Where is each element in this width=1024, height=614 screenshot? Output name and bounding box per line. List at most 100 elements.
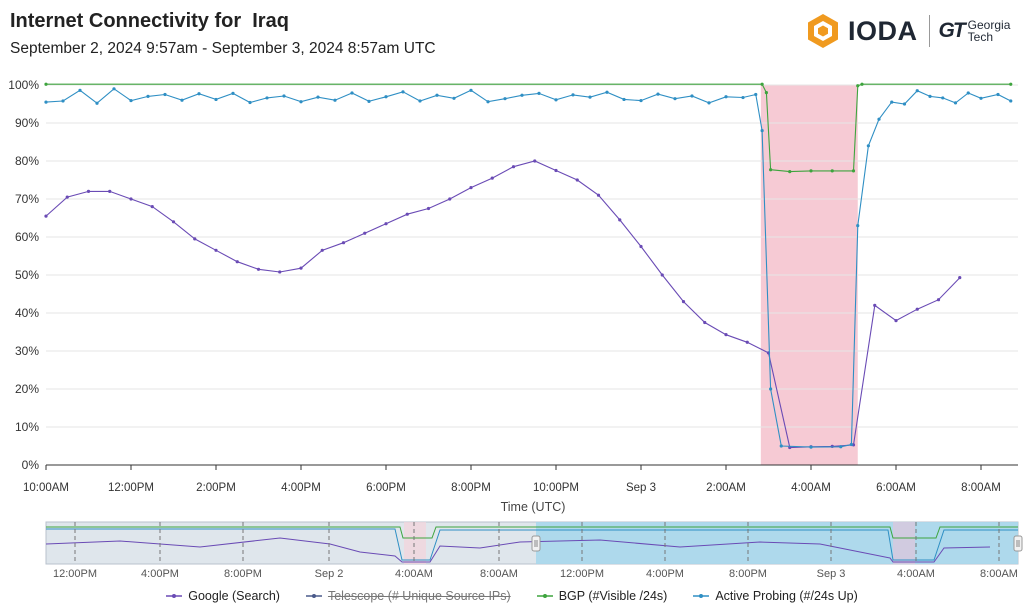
data-point-bgp-visible-24s[interactable] (788, 170, 792, 174)
data-point-google-search[interactable] (596, 193, 601, 197)
data-point-google-search[interactable] (384, 222, 388, 226)
data-point-active-probing-24s-up[interactable] (316, 95, 320, 99)
data-point-google-search[interactable] (44, 214, 48, 218)
data-point-active-probing-24s-up[interactable] (966, 91, 970, 95)
data-point-active-probing-24s-up[interactable] (486, 100, 490, 104)
data-point-google-search[interactable] (618, 218, 622, 222)
data-point-active-probing-24s-up[interactable] (902, 102, 907, 106)
data-point-active-probing-24s-up[interactable] (350, 91, 354, 95)
data-point-google-search[interactable] (660, 273, 664, 277)
data-point-active-probing-24s-up[interactable] (690, 94, 694, 98)
data-point-active-probing-24s-up[interactable] (129, 98, 133, 103)
data-point-active-probing-24s-up[interactable] (248, 100, 252, 105)
data-point-active-probing-24s-up[interactable] (915, 89, 919, 93)
legend-item[interactable]: BGP (#Visible /24s) (536, 589, 667, 603)
data-point-active-probing-24s-up[interactable] (163, 92, 167, 97)
ioda-logo[interactable]: IODA GT Georgia Tech (806, 13, 1010, 49)
data-point-active-probing-24s-up[interactable] (265, 96, 269, 100)
data-point-bgp-visible-24s[interactable] (856, 84, 860, 88)
data-point-bgp-visible-24s[interactable] (764, 91, 768, 95)
data-point-google-search[interactable] (639, 244, 643, 249)
data-point-active-probing-24s-up[interactable] (760, 129, 764, 133)
data-point-google-search[interactable] (235, 260, 239, 264)
data-point-active-probing-24s-up[interactable] (95, 101, 99, 105)
data-point-active-probing-24s-up[interactable] (503, 97, 507, 101)
data-point-google-search[interactable] (533, 159, 537, 163)
data-point-active-probing-24s-up[interactable] (890, 100, 894, 104)
data-point-active-probing-24s-up[interactable] (520, 93, 524, 97)
data-point-active-probing-24s-up[interactable] (839, 445, 843, 449)
data-point-active-probing-24s-up[interactable] (401, 90, 405, 94)
data-point-active-probing-24s-up[interactable] (333, 98, 337, 102)
data-point-active-probing-24s-up[interactable] (877, 117, 881, 121)
data-point-google-search[interactable] (490, 176, 494, 180)
data-point-google-search[interactable] (448, 197, 452, 201)
data-point-bgp-visible-24s[interactable] (760, 82, 764, 86)
data-point-active-probing-24s-up[interactable] (1009, 99, 1013, 103)
data-point-active-probing-24s-up[interactable] (754, 92, 758, 97)
data-point-google-search[interactable] (915, 307, 919, 311)
data-point-active-probing-24s-up[interactable] (953, 101, 958, 105)
data-point-active-probing-24s-up[interactable] (928, 94, 932, 98)
data-point-google-search[interactable] (469, 186, 473, 190)
data-point-active-probing-24s-up[interactable] (605, 90, 609, 94)
data-point-active-probing-24s-up[interactable] (418, 99, 422, 103)
data-point-google-search[interactable] (193, 237, 197, 241)
data-point-bgp-visible-24s[interactable] (830, 169, 834, 173)
connectivity-line-chart[interactable]: 0% 10% 20% 30% 40% 50% 60% 70% 80% 90% 100% 10:00A… (0, 0, 1024, 520)
data-point-active-probing-24s-up[interactable] (656, 92, 660, 96)
data-point-active-probing-24s-up[interactable] (996, 92, 1000, 97)
data-point-active-probing-24s-up[interactable] (180, 98, 184, 102)
data-point-active-probing-24s-up[interactable] (779, 444, 783, 448)
data-point-google-search[interactable] (724, 333, 728, 337)
data-point-google-search[interactable] (129, 197, 133, 201)
data-point-google-search[interactable] (320, 248, 324, 252)
series-line-active-probing-24s-up[interactable] (45, 88, 1012, 448)
data-point-google-search[interactable] (65, 195, 69, 199)
data-point-active-probing-24s-up[interactable] (639, 98, 643, 103)
data-point-google-search[interactable] (511, 165, 516, 169)
data-point-active-probing-24s-up[interactable] (941, 96, 945, 100)
data-point-google-search[interactable] (575, 178, 579, 182)
data-point-google-search[interactable] (681, 300, 686, 304)
data-point-google-search[interactable] (150, 205, 154, 209)
data-point-active-probing-24s-up[interactable] (78, 88, 82, 92)
data-point-active-probing-24s-up[interactable] (299, 100, 303, 104)
data-point-google-search[interactable] (278, 270, 282, 274)
data-point-active-probing-24s-up[interactable] (741, 95, 745, 100)
data-point-bgp-visible-24s[interactable] (44, 82, 48, 86)
data-point-google-search[interactable] (214, 248, 218, 252)
data-point-google-search[interactable] (745, 340, 749, 344)
data-point-google-search[interactable] (873, 303, 877, 307)
data-point-active-probing-24s-up[interactable] (707, 101, 711, 105)
data-point-active-probing-24s-up[interactable] (214, 97, 218, 102)
legend-item[interactable]: Active Probing (#/24s Up) (693, 589, 858, 603)
data-point-active-probing-24s-up[interactable] (452, 96, 456, 100)
data-point-google-search[interactable] (86, 189, 91, 193)
data-point-active-probing-24s-up[interactable] (367, 99, 371, 103)
data-point-active-probing-24s-up[interactable] (146, 94, 150, 98)
data-point-google-search[interactable] (703, 320, 707, 325)
data-point-google-search[interactable] (299, 266, 303, 270)
data-point-bgp-visible-24s[interactable] (851, 169, 856, 173)
data-point-google-search[interactable] (405, 212, 409, 216)
data-point-google-search[interactable] (894, 319, 898, 323)
data-point-active-probing-24s-up[interactable] (112, 87, 116, 91)
data-point-bgp-visible-24s[interactable] (1009, 82, 1013, 86)
data-point-active-probing-24s-up[interactable] (571, 93, 575, 97)
data-point-active-probing-24s-up[interactable] (44, 100, 48, 104)
data-point-active-probing-24s-up[interactable] (622, 97, 626, 102)
navigator-right-handle[interactable] (1013, 535, 1023, 552)
data-point-bgp-visible-24s[interactable] (769, 168, 773, 172)
data-point-active-probing-24s-up[interactable] (673, 97, 677, 101)
data-point-active-probing-24s-up[interactable] (537, 91, 541, 95)
data-point-active-probing-24s-up[interactable] (809, 445, 813, 449)
data-point-active-probing-24s-up[interactable] (588, 95, 592, 99)
data-point-active-probing-24s-up[interactable] (554, 98, 558, 102)
data-point-google-search[interactable] (363, 231, 367, 235)
data-point-google-search[interactable] (256, 267, 261, 271)
data-point-active-probing-24s-up[interactable] (856, 224, 860, 228)
data-point-google-search[interactable] (341, 241, 346, 245)
data-point-active-probing-24s-up[interactable] (435, 93, 439, 97)
data-point-bgp-visible-24s[interactable] (809, 169, 813, 173)
